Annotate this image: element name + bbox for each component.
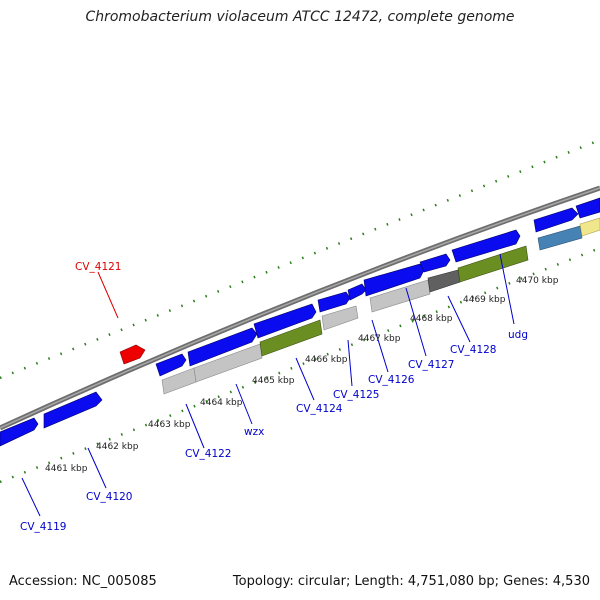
gene-labels: CV_4119 CV_4120 CV_4121 CV_4122 wzx CV_4… bbox=[20, 261, 528, 533]
scale-label: 4464 kbp bbox=[200, 398, 243, 408]
scale-labels: 4461 kbp 4462 kbp 4463 kbp 4464 kbp 4465… bbox=[45, 276, 559, 474]
cds-arrow[interactable] bbox=[187, 327, 258, 367]
scale-label: 4470 kbp bbox=[516, 276, 559, 286]
gray-feature[interactable] bbox=[193, 343, 263, 383]
leader-cv4128 bbox=[447, 295, 471, 343]
scale-label: 4463 kbp bbox=[148, 420, 191, 430]
gene-label-cv4125[interactable]: CV_4125 bbox=[333, 389, 380, 401]
genome-backbone bbox=[0, 185, 600, 431]
gene-label-cv4127[interactable]: CV_4127 bbox=[408, 359, 455, 371]
gene-label-cv4120[interactable]: CV_4120 bbox=[86, 491, 133, 503]
cds-arrow[interactable] bbox=[575, 197, 600, 219]
leader-cv4127 bbox=[405, 287, 427, 357]
gene-label-cv4121[interactable]: CV_4121 bbox=[75, 261, 122, 273]
gray-feature[interactable] bbox=[321, 305, 359, 331]
gene-label-cv4126[interactable]: CV_4126 bbox=[368, 374, 415, 386]
cds-arrow[interactable] bbox=[533, 207, 579, 233]
gene-label-cv4122[interactable]: CV_4122 bbox=[185, 448, 232, 460]
olive-feature[interactable] bbox=[259, 319, 323, 357]
scale-label: 4462 kbp bbox=[96, 442, 139, 452]
cds-arrow[interactable] bbox=[317, 291, 351, 313]
gene-label-wzx[interactable]: wzx bbox=[244, 426, 264, 438]
accession-text: Accession: NC_005085 bbox=[9, 574, 157, 589]
scale-label: 4466 kbp bbox=[305, 355, 348, 365]
scale-label: 4461 kbp bbox=[45, 464, 88, 474]
feature-track bbox=[0, 197, 600, 447]
gray-feature[interactable] bbox=[369, 279, 431, 313]
scale-label: 4465 kbp bbox=[252, 376, 295, 386]
gene-label-cv4128[interactable]: CV_4128 bbox=[450, 344, 497, 356]
leader-cv4126 bbox=[371, 319, 389, 373]
gene-label-udg[interactable]: udg bbox=[508, 329, 528, 341]
leader-udg bbox=[499, 253, 515, 325]
leader-cv4125 bbox=[347, 339, 353, 387]
label-leaders bbox=[21, 253, 515, 517]
gene-label-cv4124[interactable]: CV_4124 bbox=[296, 403, 343, 415]
cds-arrow[interactable] bbox=[347, 283, 367, 301]
khaki-feature[interactable] bbox=[579, 217, 600, 237]
cds-arrow[interactable] bbox=[0, 417, 39, 447]
leader-wzx bbox=[235, 383, 253, 425]
leader-cv4121 bbox=[97, 271, 119, 319]
rna-feature[interactable] bbox=[119, 344, 146, 365]
scale-label: 4468 kbp bbox=[410, 314, 453, 324]
leader-cv4120 bbox=[87, 447, 107, 489]
cds-arrow[interactable] bbox=[451, 229, 521, 263]
genome-summary-text: Topology: circular; Length: 4,751,080 bp… bbox=[232, 574, 590, 589]
cds-arrow[interactable] bbox=[253, 303, 317, 339]
leader-cv4119 bbox=[21, 477, 41, 517]
cds-arrow[interactable] bbox=[155, 353, 187, 377]
dark-feature[interactable] bbox=[427, 269, 461, 293]
cds-arrow[interactable] bbox=[419, 253, 451, 273]
map-title: Chromobacterium violaceum ATCC 12472, co… bbox=[85, 9, 515, 25]
cds-arrow[interactable] bbox=[43, 391, 103, 429]
gene-label-cv4119[interactable]: CV_4119 bbox=[20, 521, 67, 533]
scale-label: 4469 kbp bbox=[463, 295, 506, 305]
leader-cv4122 bbox=[185, 403, 205, 449]
leader-cv4124 bbox=[295, 357, 315, 401]
steel-feature[interactable] bbox=[537, 225, 583, 251]
olive-feature[interactable] bbox=[457, 245, 529, 283]
inner-tick-ring bbox=[0, 246, 600, 484]
cds-arrow[interactable] bbox=[363, 263, 425, 297]
scale-label: 4467 kbp bbox=[358, 334, 401, 344]
